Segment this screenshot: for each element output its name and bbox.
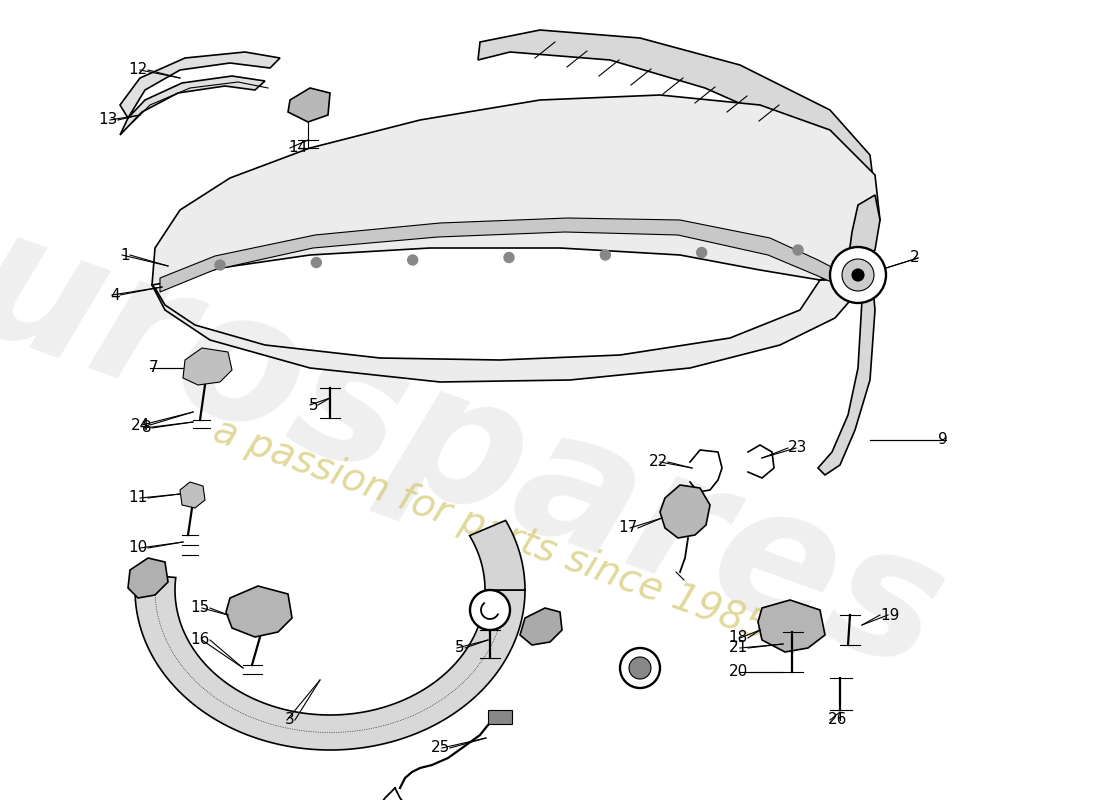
Polygon shape bbox=[160, 218, 845, 292]
Polygon shape bbox=[135, 574, 525, 750]
Polygon shape bbox=[488, 710, 512, 724]
Polygon shape bbox=[470, 521, 525, 590]
Polygon shape bbox=[180, 482, 205, 508]
Text: 4: 4 bbox=[110, 287, 120, 302]
Polygon shape bbox=[758, 600, 825, 652]
Text: 3: 3 bbox=[285, 713, 295, 727]
Circle shape bbox=[408, 255, 418, 265]
Text: 9: 9 bbox=[938, 433, 948, 447]
Text: 17: 17 bbox=[618, 521, 638, 535]
Polygon shape bbox=[478, 30, 874, 205]
Text: 22: 22 bbox=[649, 454, 668, 470]
Circle shape bbox=[830, 247, 886, 303]
Text: 26: 26 bbox=[828, 713, 848, 727]
Text: a passion for parts since 1985: a passion for parts since 1985 bbox=[208, 412, 772, 648]
Text: 16: 16 bbox=[190, 633, 210, 647]
Circle shape bbox=[842, 259, 874, 291]
Text: 14: 14 bbox=[288, 141, 308, 155]
Polygon shape bbox=[520, 608, 562, 645]
Polygon shape bbox=[818, 230, 874, 475]
Circle shape bbox=[629, 657, 651, 679]
Circle shape bbox=[852, 269, 864, 281]
Text: 11: 11 bbox=[129, 490, 149, 506]
Polygon shape bbox=[128, 558, 168, 598]
Text: 5: 5 bbox=[455, 641, 465, 655]
Polygon shape bbox=[288, 88, 330, 122]
Text: 20: 20 bbox=[728, 665, 748, 679]
Circle shape bbox=[696, 247, 706, 258]
Circle shape bbox=[311, 258, 321, 267]
Text: 13: 13 bbox=[99, 113, 118, 127]
Circle shape bbox=[620, 648, 660, 688]
Text: 2: 2 bbox=[910, 250, 920, 266]
Text: 21: 21 bbox=[728, 641, 748, 655]
Text: 1: 1 bbox=[120, 247, 130, 262]
Text: 7: 7 bbox=[148, 361, 158, 375]
Polygon shape bbox=[226, 586, 292, 637]
Circle shape bbox=[793, 245, 803, 255]
Text: 18: 18 bbox=[728, 630, 748, 646]
Circle shape bbox=[601, 250, 610, 260]
Text: 10: 10 bbox=[129, 541, 149, 555]
Polygon shape bbox=[183, 348, 232, 385]
Text: 23: 23 bbox=[788, 441, 807, 455]
Polygon shape bbox=[120, 52, 280, 135]
Text: 25: 25 bbox=[431, 741, 450, 755]
Circle shape bbox=[504, 253, 514, 262]
Text: 8: 8 bbox=[142, 421, 152, 435]
Polygon shape bbox=[152, 95, 880, 382]
Circle shape bbox=[470, 590, 510, 630]
Polygon shape bbox=[820, 195, 880, 280]
Text: 12: 12 bbox=[129, 62, 149, 78]
Text: 24: 24 bbox=[131, 418, 150, 433]
Text: 5: 5 bbox=[308, 398, 318, 413]
Text: 19: 19 bbox=[880, 607, 900, 622]
Text: 15: 15 bbox=[190, 601, 210, 615]
Circle shape bbox=[214, 260, 225, 270]
Text: eurospares: eurospares bbox=[0, 152, 966, 708]
Polygon shape bbox=[660, 485, 710, 538]
